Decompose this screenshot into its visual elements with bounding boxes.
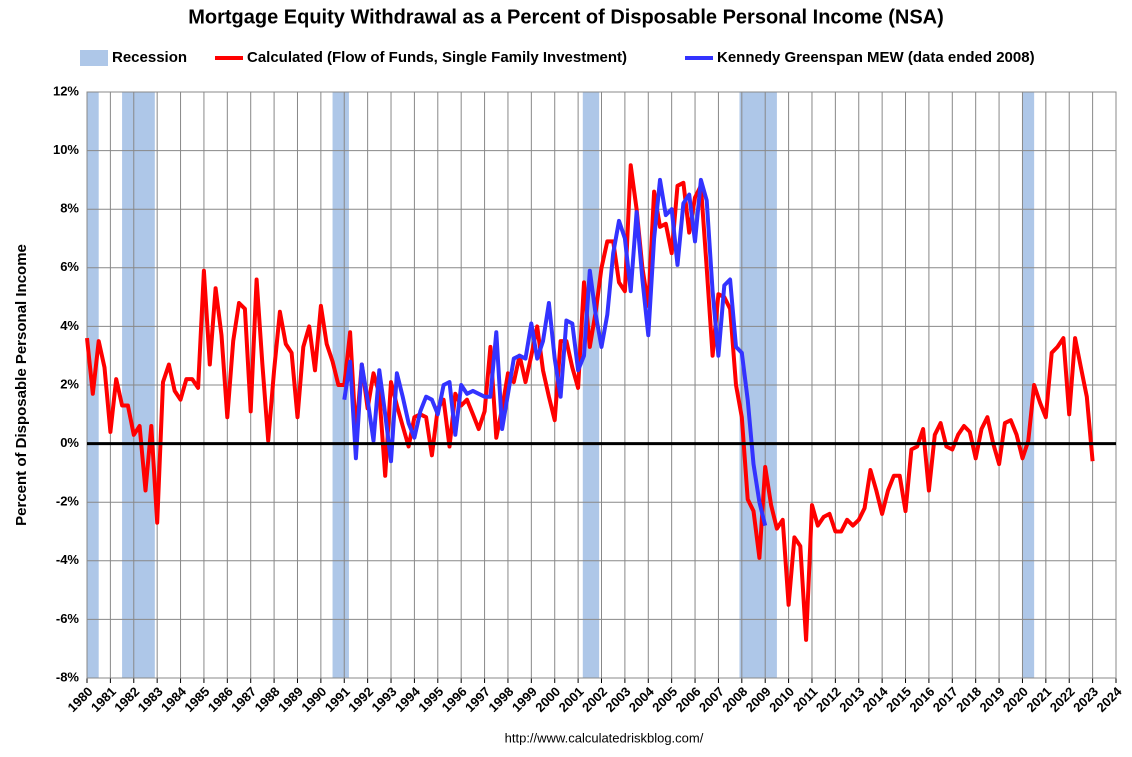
x-tick-label: 2004 xyxy=(626,683,658,715)
chart-title: Mortgage Equity Withdrawal as a Percent … xyxy=(188,6,944,28)
y-tick-label: -8% xyxy=(56,669,80,684)
x-tick-label: 1995 xyxy=(415,684,446,715)
x-tick-label: 1994 xyxy=(392,683,424,715)
x-tick-label: 2018 xyxy=(953,684,984,715)
x-tick-label: 1982 xyxy=(111,684,142,715)
x-tick-label: 2001 xyxy=(556,684,587,715)
x-tick-label: 1983 xyxy=(135,684,166,715)
plot-frame xyxy=(86,91,1117,679)
x-tick-label: 1998 xyxy=(485,684,516,715)
x-tick-label: 1981 xyxy=(88,684,119,715)
x-tick-label: 2006 xyxy=(673,684,704,715)
legend-label: Recession xyxy=(112,49,187,66)
x-tick-label: 2015 xyxy=(883,684,914,715)
x-tick-label: 1988 xyxy=(252,684,283,715)
x-tick-label: 1996 xyxy=(439,684,470,715)
y-tick-label: 4% xyxy=(60,318,79,333)
x-tick-label: 2003 xyxy=(602,684,633,715)
legend-label: Kennedy Greenspan MEW (data ended 2008) xyxy=(717,49,1035,66)
x-tick-label: 2020 xyxy=(1000,684,1031,715)
x-tick-label: 2010 xyxy=(766,684,797,715)
y-axis-label: Percent of Disposable Personal Income xyxy=(13,244,30,526)
x-tick-label: 2023 xyxy=(1070,684,1101,715)
x-tick-label: 2019 xyxy=(977,684,1008,715)
x-tick-label: 2016 xyxy=(906,684,937,715)
series-line xyxy=(85,163,1095,642)
y-tick-label: -2% xyxy=(56,494,80,509)
legend-label: Calculated (Flow of Funds, Single Family… xyxy=(247,49,627,66)
legend-swatch xyxy=(80,50,108,66)
x-tick-label: 1986 xyxy=(205,684,236,715)
x-tick-label: 1990 xyxy=(298,684,329,715)
y-tick-label: 2% xyxy=(60,376,79,391)
x-tick-label: 1989 xyxy=(275,684,306,715)
x-tick-label: 1991 xyxy=(322,684,353,715)
x-tick-label: 1985 xyxy=(181,684,212,715)
y-tick-label: 8% xyxy=(60,201,79,216)
x-tick-label: 2024 xyxy=(1093,683,1125,715)
x-tick-label: 2011 xyxy=(790,684,821,715)
x-tick-label: 2007 xyxy=(696,684,727,715)
x-tick-label: 2012 xyxy=(813,684,844,715)
source: http://www.calculatedriskblog.com/ xyxy=(505,730,704,745)
x-tick-label: 1980 xyxy=(64,684,95,715)
x-tick-label: 1992 xyxy=(345,684,376,715)
y-tick-label: 6% xyxy=(60,259,79,274)
x-tick-label: 2008 xyxy=(719,684,750,715)
y-tick-label: -6% xyxy=(56,611,80,626)
x-tick-label: 1997 xyxy=(462,684,493,715)
x-tick-label: 1984 xyxy=(158,683,190,715)
x-tick-label: 2013 xyxy=(836,684,867,715)
x-tick-label: 2000 xyxy=(532,684,563,715)
series-line xyxy=(342,177,768,527)
y-tick-label: 0% xyxy=(60,435,79,450)
x-tick-label: 2017 xyxy=(930,684,961,715)
x-tick-label: 2022 xyxy=(1047,684,1078,715)
x-tick-label: 2009 xyxy=(743,684,774,715)
y-tick-label: 10% xyxy=(53,142,79,157)
x-tick-label: 1999 xyxy=(509,684,540,715)
x-tick-label: 1993 xyxy=(369,684,400,715)
x-tick-label: 2014 xyxy=(860,683,892,715)
y-tick-label: 12% xyxy=(53,83,79,98)
y-tick-label: -4% xyxy=(56,552,80,567)
x-tick-label: 1987 xyxy=(228,684,259,715)
x-tick-label: 2005 xyxy=(649,684,680,715)
x-tick-label: 2021 xyxy=(1023,684,1054,715)
x-tick-label: 2002 xyxy=(579,684,610,715)
